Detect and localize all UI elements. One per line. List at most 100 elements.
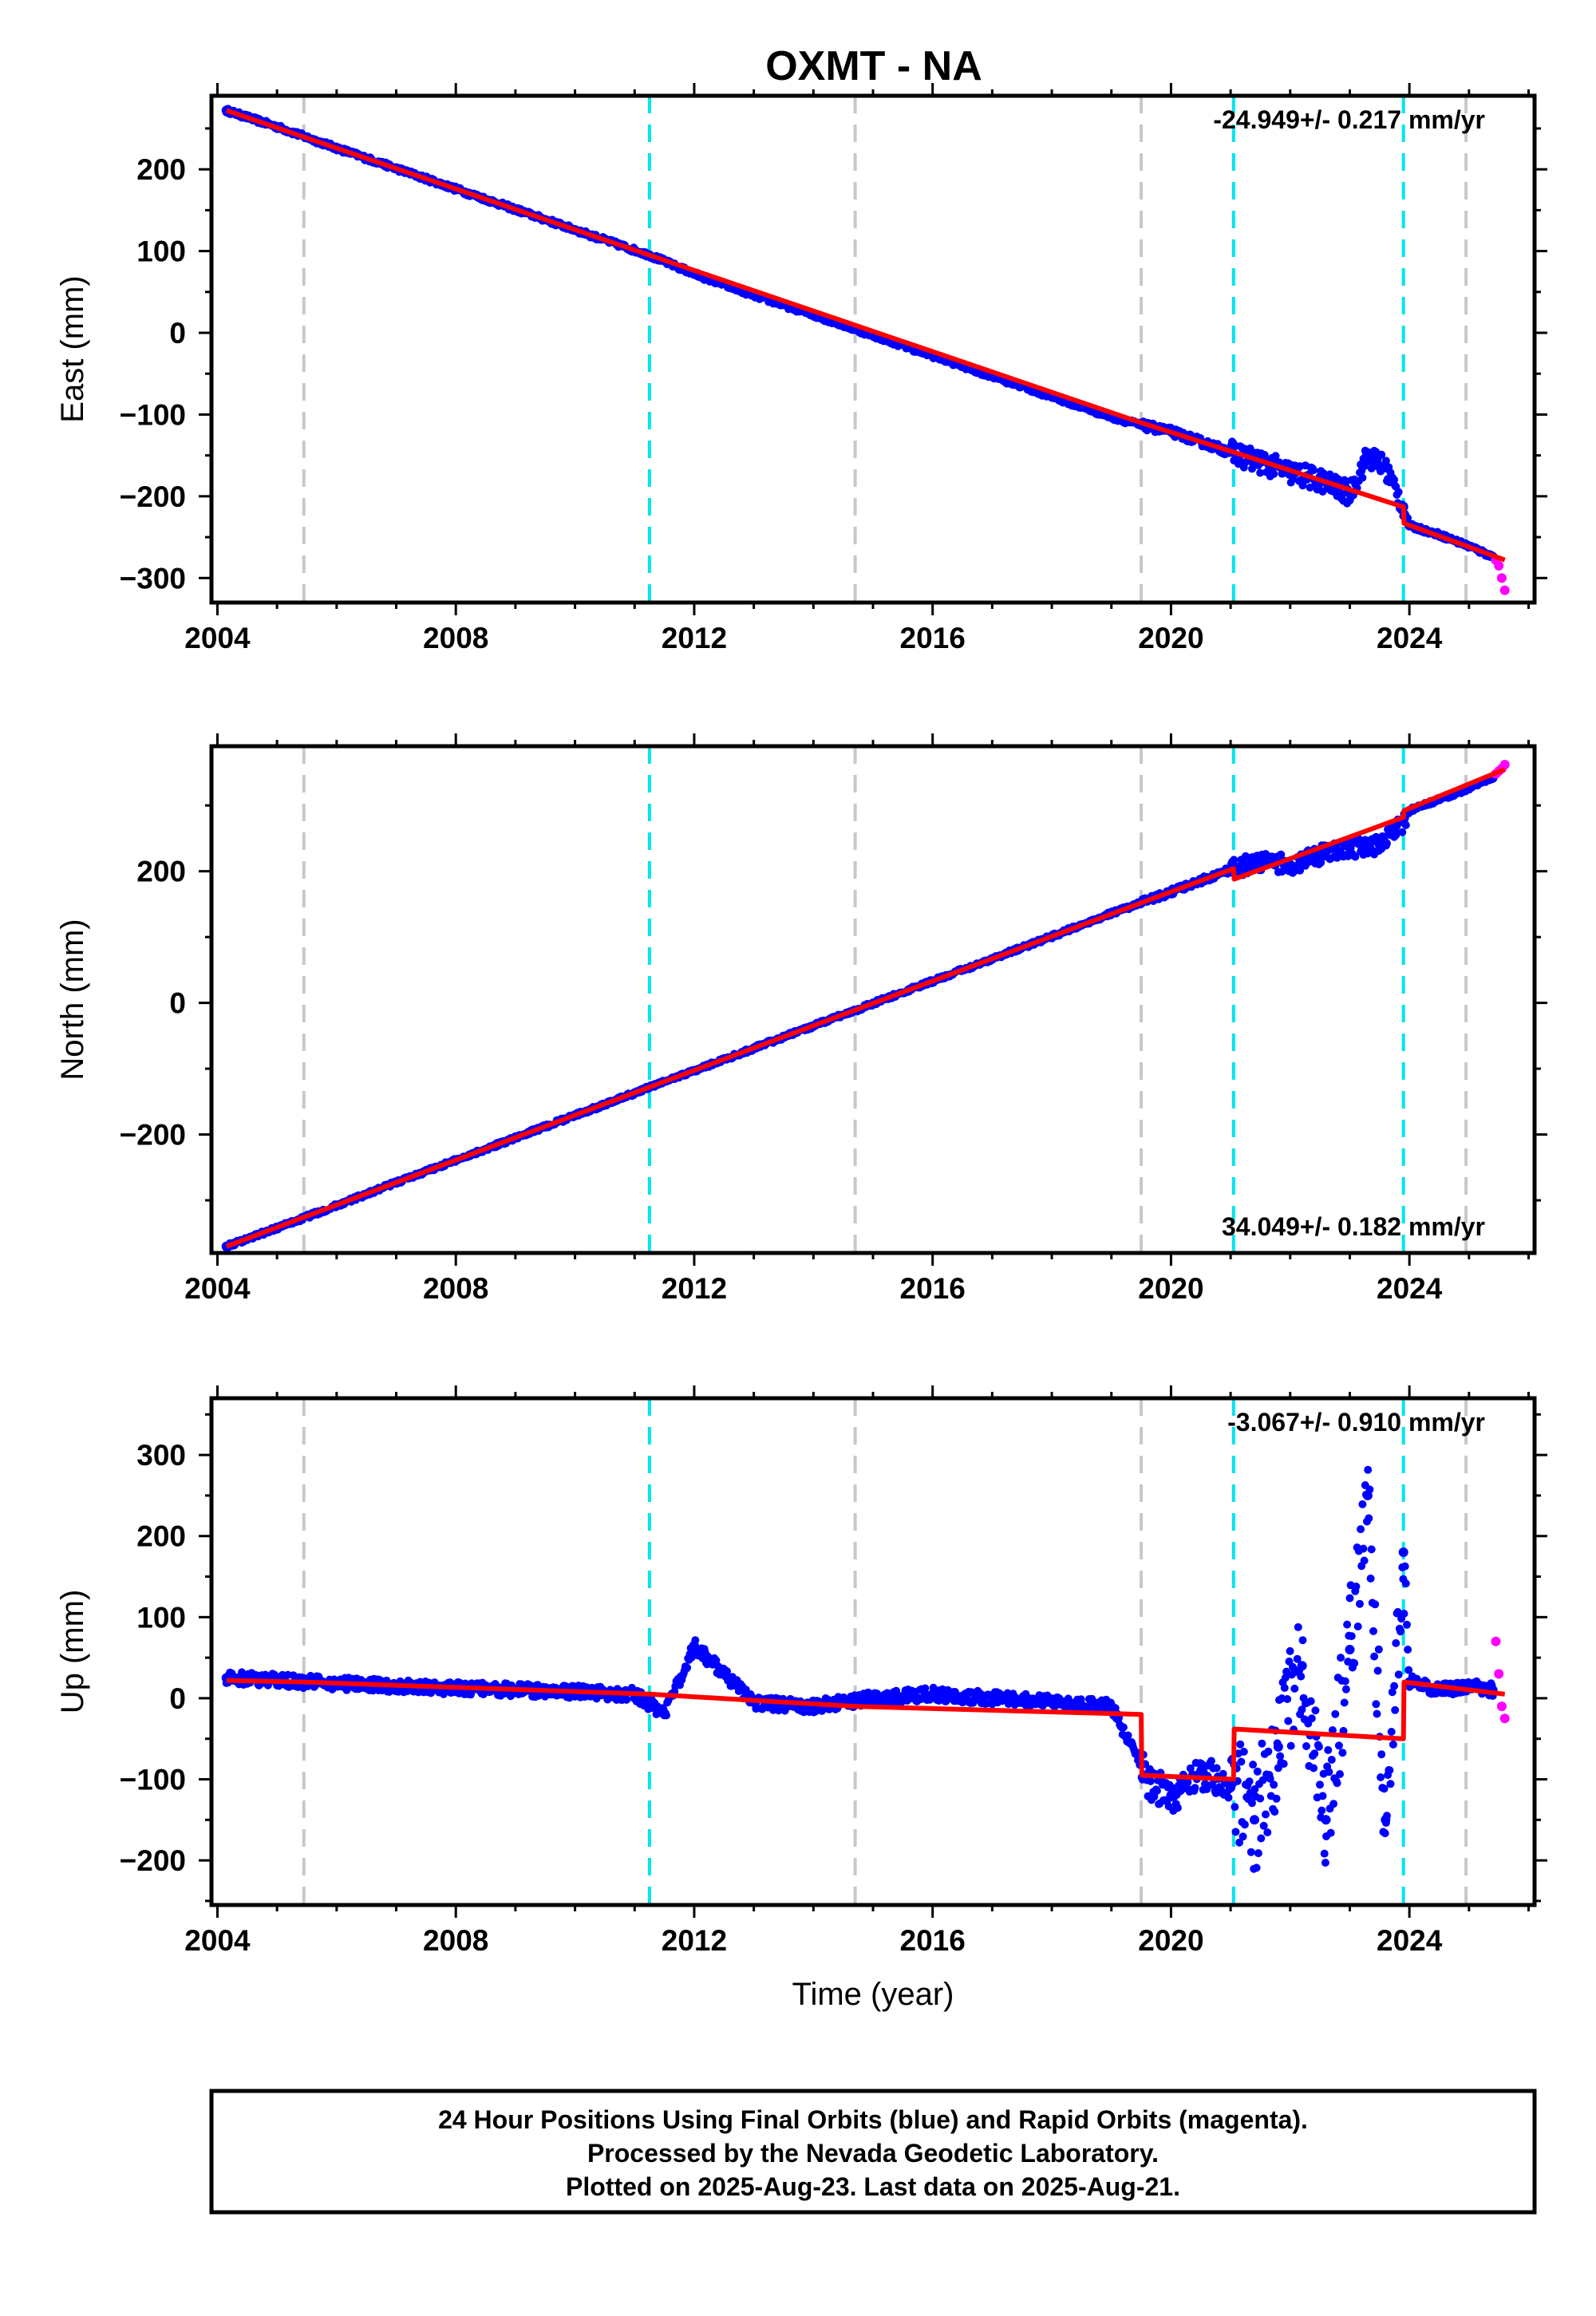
final-orbit-point xyxy=(1345,1594,1354,1603)
final-orbit-point xyxy=(1320,1849,1329,1858)
y-tick-label: 200 xyxy=(136,1520,186,1553)
final-orbit-point xyxy=(1293,1654,1302,1663)
final-orbit-point xyxy=(1390,1682,1399,1690)
final-orbit-point xyxy=(1302,1742,1310,1750)
x-tick-label: 2012 xyxy=(662,1924,727,1957)
final-orbit-point xyxy=(1350,1659,1359,1668)
final-orbit-point xyxy=(1297,1672,1306,1681)
final-orbit-point xyxy=(1230,856,1238,864)
final-orbit-point xyxy=(1373,1709,1381,1718)
final-orbit-point xyxy=(1377,450,1386,459)
final-orbit-point xyxy=(1371,1600,1380,1609)
final-orbit-point xyxy=(1191,1784,1199,1792)
final-orbit-point xyxy=(1306,483,1314,492)
y-tick-label: 0 xyxy=(169,317,186,350)
final-orbit-point xyxy=(687,1653,696,1662)
y-tick-label: 200 xyxy=(136,856,186,888)
final-orbit-point xyxy=(1324,1745,1333,1754)
rapid-orbit-point xyxy=(1499,760,1510,770)
final-orbit-point xyxy=(1341,1685,1350,1694)
final-orbit-point xyxy=(1338,1749,1347,1757)
final-orbit-point xyxy=(1257,1834,1266,1843)
final-orbit-point xyxy=(1284,1717,1293,1725)
final-orbit-point xyxy=(1391,1705,1400,1714)
final-orbit-point xyxy=(1318,1792,1327,1800)
final-orbit-point xyxy=(1264,1747,1273,1756)
y-axis-label: East (mm) xyxy=(55,275,90,422)
final-orbit-point xyxy=(1377,1773,1385,1781)
final-orbit-point xyxy=(1374,1645,1383,1654)
final-orbit-point xyxy=(1310,1764,1318,1773)
final-orbit-point xyxy=(868,1693,878,1703)
panel-up: 2004 2008 2012 2016 2020 2024 −200 −100 0 100 200 3… xyxy=(55,1385,1547,2012)
final-orbit-point xyxy=(1357,1525,1365,1534)
rate-label: 34.049+/- 0.182 mm/yr xyxy=(1222,1212,1485,1241)
final-orbit-point xyxy=(1298,1705,1306,1714)
final-orbit-point xyxy=(1387,1728,1396,1736)
final-orbit-point xyxy=(1381,456,1390,465)
x-tick-label: 2012 xyxy=(662,622,727,654)
final-orbit-point xyxy=(1377,1750,1386,1759)
final-orbit-point xyxy=(1356,1599,1364,1608)
final-orbit-point xyxy=(1250,1815,1259,1825)
x-tick-label: 2008 xyxy=(423,1924,488,1957)
final-orbit-point xyxy=(1276,1752,1285,1761)
final-orbit-point xyxy=(1207,1757,1215,1765)
model-line xyxy=(225,108,1506,563)
x-tick-label: 2004 xyxy=(184,1272,251,1305)
final-orbit-point xyxy=(1263,1828,1272,1836)
final-orbit-point xyxy=(1248,1799,1256,1808)
footer-box: 24 Hour Positions Using Final Orbits (bl… xyxy=(209,2089,1537,2215)
final-orbit-point xyxy=(1047,1697,1057,1707)
model-line xyxy=(226,1678,1506,1782)
final-orbit-point xyxy=(1358,1500,1367,1508)
x-tick-label: 2004 xyxy=(184,1924,251,1957)
final-orbit-point xyxy=(1358,473,1367,482)
final-orbit-point xyxy=(1404,1646,1412,1654)
final-orbit-point xyxy=(1380,1784,1389,1793)
final-orbit-point xyxy=(1212,1764,1221,1773)
final-orbit-point xyxy=(1327,1756,1336,1764)
final-orbit-point xyxy=(1403,1620,1411,1629)
final-orbit-point xyxy=(1255,856,1266,867)
final-orbit-point xyxy=(1383,839,1391,848)
final-orbit-point xyxy=(1393,1607,1402,1616)
final-orbit-point xyxy=(689,1640,699,1650)
y-tick-label: 200 xyxy=(136,153,186,186)
final-orbit-point xyxy=(1219,1769,1227,1778)
y-tick-label: −100 xyxy=(120,398,186,431)
final-orbit-point xyxy=(1250,1784,1259,1793)
final-orbit-point xyxy=(1374,840,1385,850)
final-orbit-point xyxy=(622,1695,631,1704)
final-orbit-point xyxy=(1152,1786,1161,1795)
y-axis-label: North (mm) xyxy=(55,919,90,1080)
x-tick-label: 2016 xyxy=(900,1272,966,1305)
final-orbit-point xyxy=(1353,1622,1362,1630)
panel-east: 2004 2008 2012 2016 2020 2024 −300 −200 −100 0 100… xyxy=(55,83,1547,654)
final-orbit-point xyxy=(1260,451,1269,459)
x-tick-label: 2016 xyxy=(900,622,966,654)
final-orbit-point xyxy=(1373,1666,1382,1675)
final-orbit-point xyxy=(1388,1688,1396,1697)
final-orbit-point xyxy=(1258,1739,1266,1748)
final-orbit-point xyxy=(1351,852,1360,861)
final-orbit-point xyxy=(1362,1490,1373,1500)
final-orbit-point xyxy=(1352,1583,1361,1591)
rapid-orbit-point xyxy=(1499,1713,1510,1724)
final-orbit-point xyxy=(1398,828,1407,836)
x-tick-label: 2008 xyxy=(423,622,488,654)
x-tick-label: 2004 xyxy=(184,622,251,654)
final-orbit-point xyxy=(1273,1741,1283,1752)
final-orbit-point xyxy=(1252,1863,1261,1872)
final-orbit-point xyxy=(1314,1742,1323,1751)
final-orbit-point xyxy=(1331,1709,1340,1718)
final-orbit-point xyxy=(1369,1626,1377,1635)
footer-line-1: 24 Hour Positions Using Final Orbits (bl… xyxy=(438,2105,1308,2134)
footer-border xyxy=(209,2089,1537,2215)
x-tick-label: 2012 xyxy=(662,1272,727,1305)
final-orbit-point xyxy=(1343,1620,1352,1629)
x-tick-label: 2020 xyxy=(1138,1272,1203,1305)
x-tick-label: 2024 xyxy=(1377,1924,1443,1957)
final-orbit-point xyxy=(1398,1547,1408,1557)
final-orbit-point xyxy=(1245,1777,1254,1786)
